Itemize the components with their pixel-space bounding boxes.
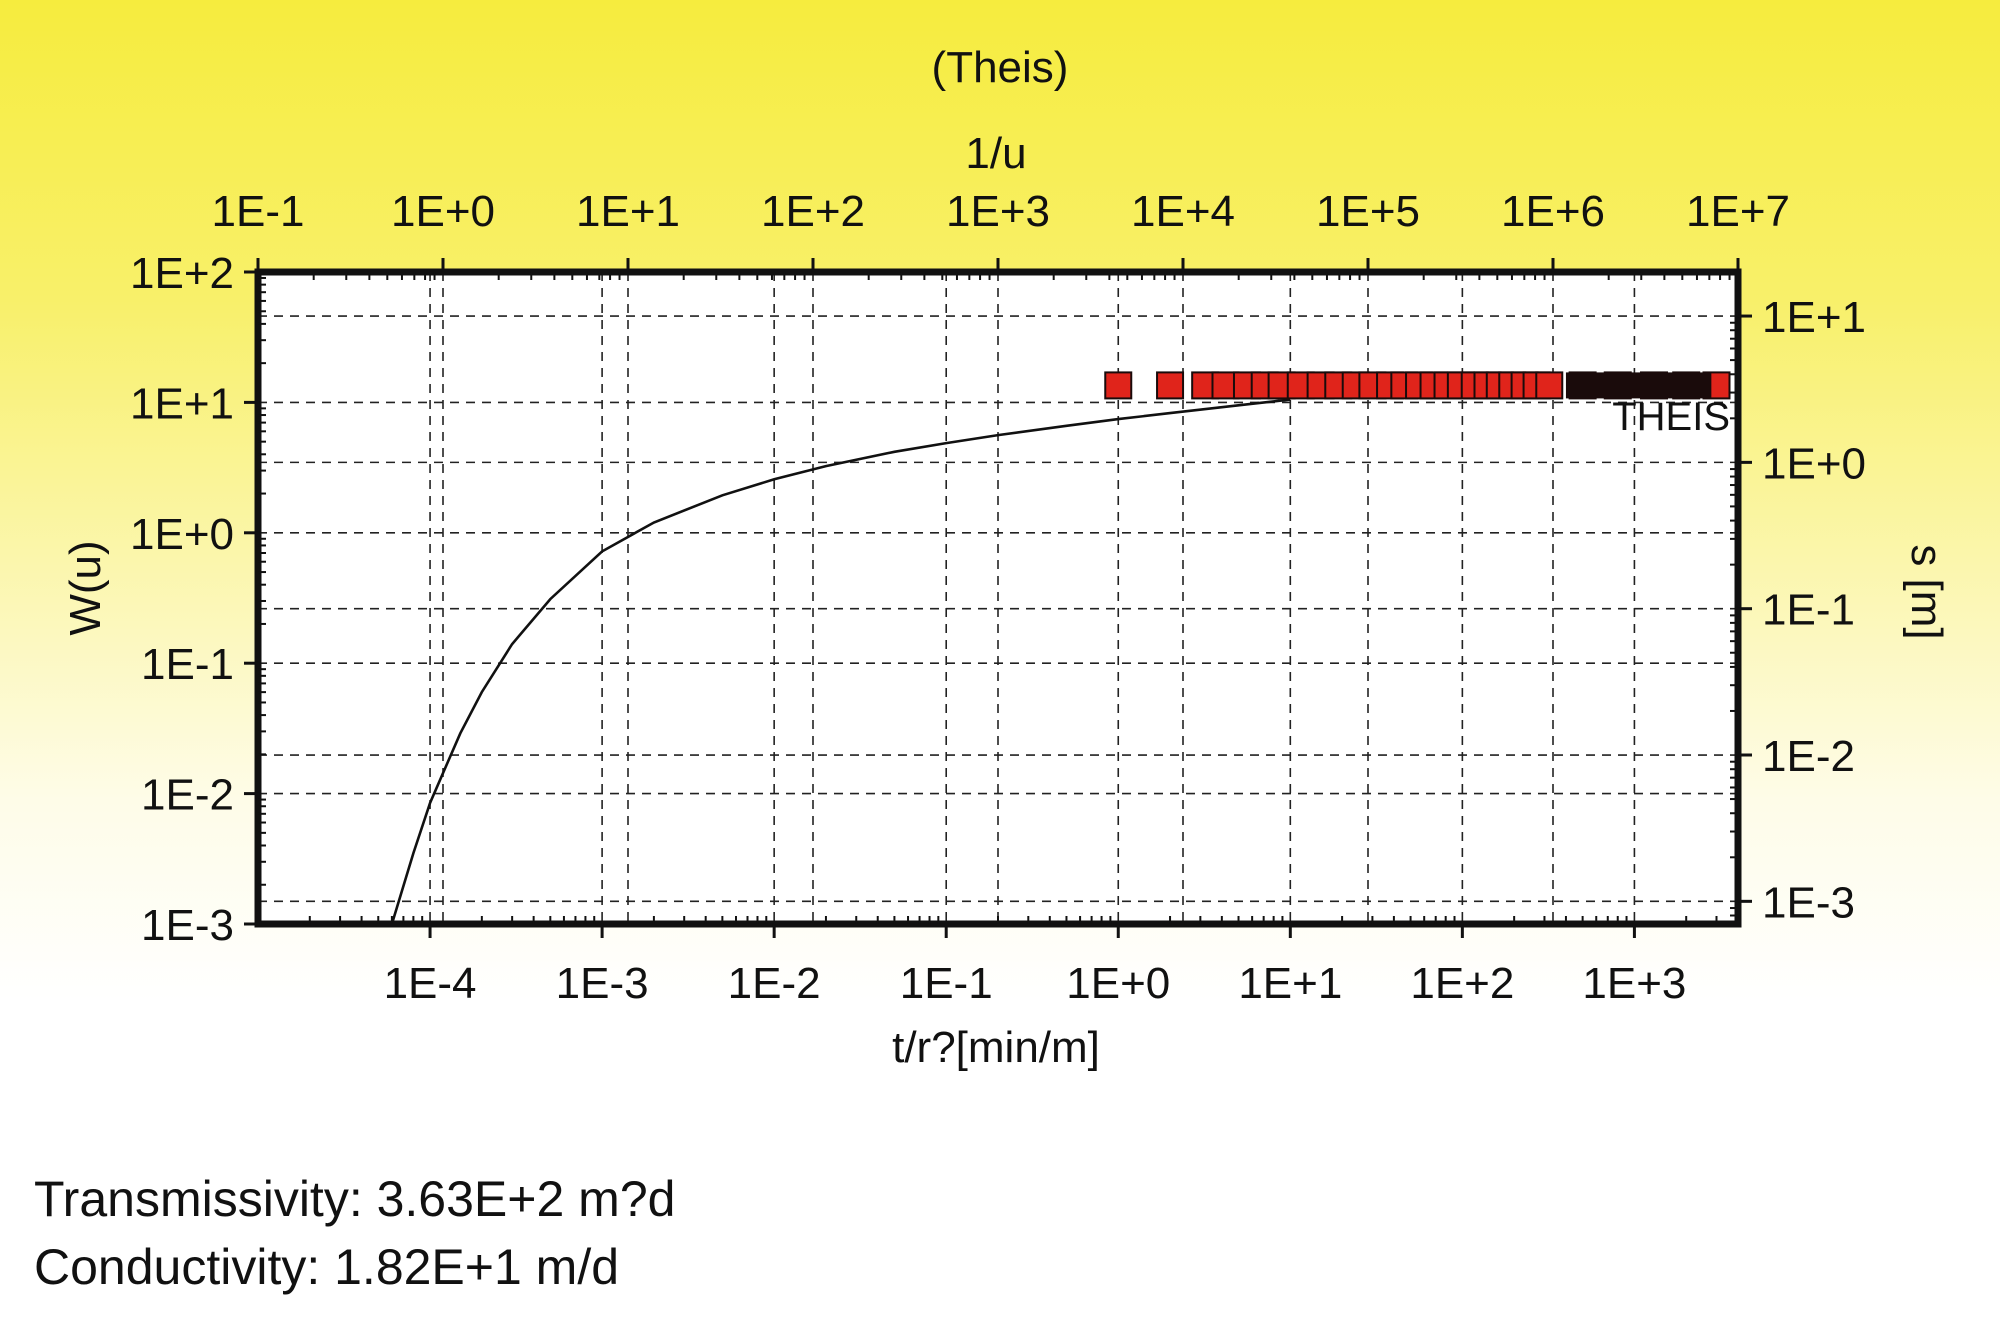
x-top-tick-label: 1E+0 bbox=[391, 187, 495, 236]
x-tick-label: 1E+2 bbox=[1410, 959, 1514, 1008]
chart-title: (Theis) bbox=[932, 43, 1069, 92]
y-tick-label: 1E+1 bbox=[130, 379, 234, 428]
x-top-tick-label: 1E+5 bbox=[1316, 187, 1420, 236]
data-point-band bbox=[1565, 372, 1712, 399]
data-point bbox=[1156, 371, 1185, 400]
transmissivity-label: Transmissivity: 3.63E+2 m?d bbox=[34, 1171, 676, 1227]
x-tick-label: 1E-4 bbox=[384, 959, 477, 1008]
x-tick-label: 1E+0 bbox=[1066, 959, 1170, 1008]
conductivity-label: Conductivity: 1.82E+1 m/d bbox=[34, 1239, 620, 1295]
x-tick-label: 1E+3 bbox=[1582, 959, 1686, 1008]
x-axis-title: t/r?[min/m] bbox=[892, 1023, 1100, 1072]
y-right-tick-label: 1E-1 bbox=[1762, 586, 1855, 635]
curve-label-theis: THEIS bbox=[1612, 395, 1730, 439]
data-point bbox=[1535, 371, 1564, 400]
y-right-tick-label: 1E+1 bbox=[1762, 293, 1866, 342]
x-top-tick-label: 1E-1 bbox=[212, 187, 305, 236]
theis-type-curve bbox=[390, 398, 1291, 924]
x-top-tick-label: 1E+4 bbox=[1131, 187, 1235, 236]
x-top-tick-label: 1E+7 bbox=[1686, 187, 1790, 236]
y-right-tick-label: 1E+0 bbox=[1762, 439, 1866, 488]
y-right-tick-label: 1E-3 bbox=[1762, 878, 1855, 927]
y2-axis-title: s [m] bbox=[1902, 544, 1951, 639]
x-top-tick-label: 1E+2 bbox=[761, 187, 865, 236]
x-tick-label: 1E-1 bbox=[900, 959, 993, 1008]
y-tick-label: 1E-2 bbox=[141, 771, 234, 820]
x-tick-label: 1E-2 bbox=[728, 959, 821, 1008]
x-top-tick-label: 1E+1 bbox=[576, 187, 680, 236]
y-tick-label: 1E-3 bbox=[141, 901, 234, 950]
x-tick-label: 1E+1 bbox=[1238, 959, 1342, 1008]
y-tick-label: 1E+0 bbox=[130, 510, 234, 559]
x-top-tick-label: 1E+3 bbox=[946, 187, 1050, 236]
y-tick-label: 1E-1 bbox=[141, 640, 234, 689]
results-panel: Transmissivity: 3.63E+2 m?d Conductivity… bbox=[34, 1165, 675, 1301]
y-axis-title: W(u) bbox=[61, 540, 110, 635]
x-top-tick-label: 1E+6 bbox=[1501, 187, 1605, 236]
top-axis-title: 1/u bbox=[965, 129, 1026, 178]
data-point bbox=[1104, 371, 1133, 400]
x-tick-label: 1E-3 bbox=[556, 959, 649, 1008]
y-right-tick-label: 1E-2 bbox=[1762, 732, 1855, 781]
y-tick-label: 1E+2 bbox=[130, 249, 234, 298]
